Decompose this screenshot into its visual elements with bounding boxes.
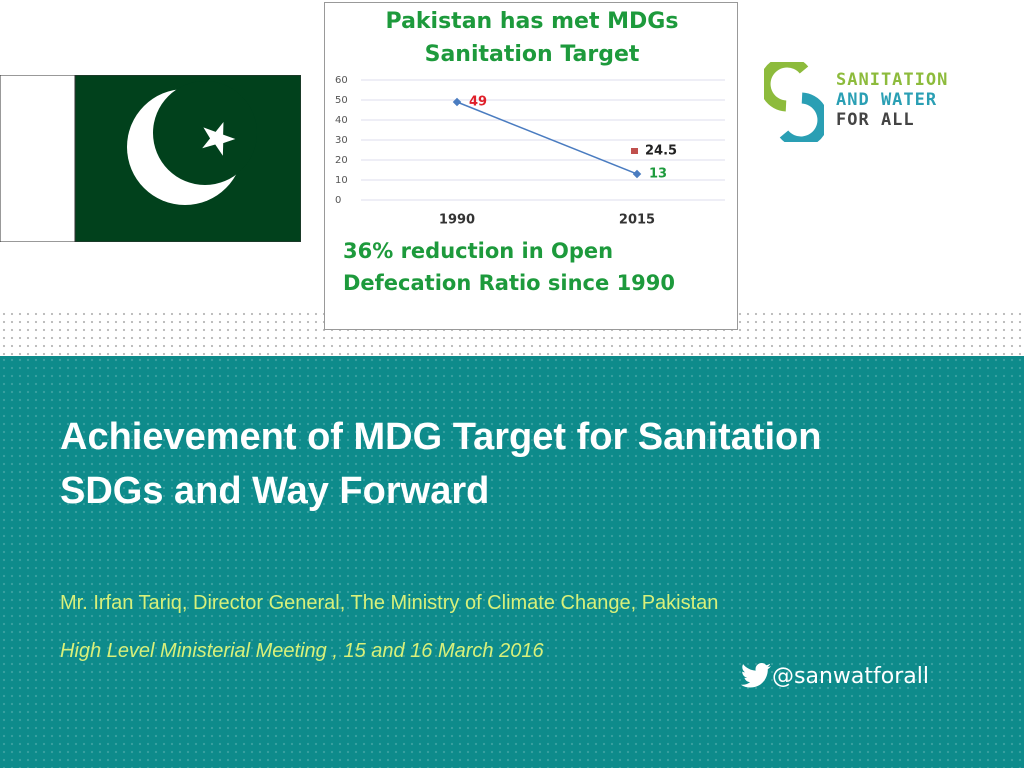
y-tick-label: 0	[335, 195, 341, 206]
data-label: 49	[469, 95, 487, 110]
target-label: 24.5	[645, 144, 677, 159]
logo-line: AND WATER	[836, 90, 938, 110]
title-band	[0, 356, 1024, 768]
presenter: Mr. Irfan Tariq, Director General, The M…	[60, 592, 719, 614]
twitter-icon	[740, 663, 771, 688]
slide-title: SDGs and Way Forward	[60, 470, 490, 512]
x-tick-label: 1990	[439, 213, 475, 228]
x-tick-label: 2015	[619, 213, 655, 228]
logo-text: SANITATION AND WATER FOR ALL	[836, 70, 948, 130]
slide-title: Achievement of MDG Target for Sanitation	[60, 416, 822, 458]
event: High Level Ministerial Meeting , 15 and …	[60, 640, 544, 662]
y-tick-label: 50	[335, 95, 348, 106]
target-marker	[631, 148, 638, 154]
series-line	[456, 101, 638, 175]
y-tick-label: 30	[335, 135, 348, 146]
twitter-handle[interactable]: @sanwatforall	[740, 662, 929, 690]
inset-chart: Pakistan has met MDGs Sanitation Target …	[324, 2, 738, 330]
series-point	[632, 169, 642, 179]
inset-title: Pakistan has met MDGs Sanitation Target	[385, 9, 679, 67]
data-label: 13	[649, 167, 667, 182]
logo-icon	[764, 62, 824, 142]
flag	[0, 75, 301, 242]
logo-line: FOR ALL	[836, 110, 915, 130]
twitter-text: @sanwatforall	[772, 663, 929, 689]
plot: 0 10 20 30 40 50 60 1990 2015 49 13 24.5	[335, 75, 725, 228]
y-tick-label: 40	[335, 115, 348, 126]
y-tick-label: 10	[335, 175, 348, 186]
logo-line: SANITATION	[836, 70, 949, 90]
inset-caption: 36% reduction in Open Defecation Ratio s…	[343, 239, 676, 295]
series-point	[452, 97, 462, 107]
y-tick-label: 60	[335, 75, 348, 86]
y-tick-label: 20	[335, 155, 348, 166]
